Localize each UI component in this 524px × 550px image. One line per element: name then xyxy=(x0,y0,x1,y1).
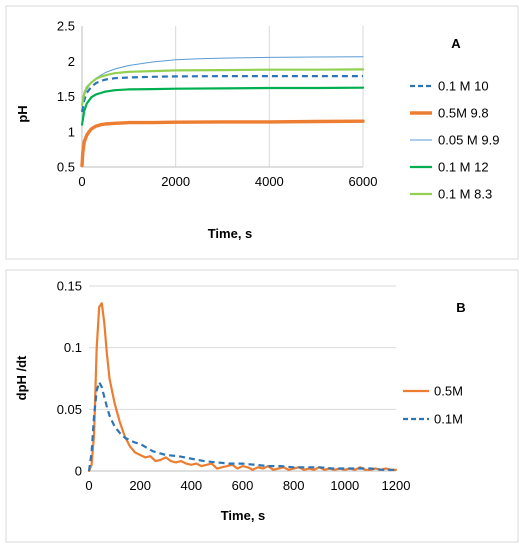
panel-a-series-line xyxy=(80,119,365,168)
panel-b-x-tick-label: 0 xyxy=(85,478,92,493)
panel-a-y-tick-label: 0.5 xyxy=(57,160,75,175)
panel-a-x-axis-label: Time, s xyxy=(208,226,253,241)
panel-b-x-axis-label: Time, s xyxy=(221,508,266,523)
panel-a-legend-label: 0.05 M 9.9 xyxy=(438,133,499,148)
panel-b-y-tick-label: 0.1 xyxy=(64,340,82,355)
panel-a-legend: 0.1 M 10 0.5M 9.8 0.05 M 9.9 0.1 M 12 0.1 M … xyxy=(410,79,499,202)
panel-b-x-tick-label: 600 xyxy=(232,478,254,493)
panel-a-x-tick-label: 0 xyxy=(78,174,85,189)
panel-b-letter: B xyxy=(456,300,465,315)
panel-a-x-tick-label: 2000 xyxy=(161,174,190,189)
panel-a-y-tick-label: 2 xyxy=(68,54,75,69)
panel-a-y-tick-label: 2.5 xyxy=(57,19,75,34)
panel-b-x-tick-label: 200 xyxy=(129,478,151,493)
panel-b-x-tick-label: 1000 xyxy=(330,478,359,493)
panel-a-legend-label: 0.1 M 8.3 xyxy=(438,187,492,202)
panel-a-grid xyxy=(81,26,364,168)
panel-a-frame xyxy=(5,5,519,260)
panel-a-series-line xyxy=(80,68,365,107)
panel-a-series-line xyxy=(80,86,365,126)
panel-b-y-tick-label: 0.05 xyxy=(57,402,82,417)
panel-b-series-group xyxy=(87,302,398,473)
panel-a-chart: 0 2000 4000 6000 0.5 1 1.5 2 2.5 Time, s pH A 0.… xyxy=(5,5,519,260)
panel-b-y-tick-label: 0.15 xyxy=(57,279,82,294)
panel-a-y-tick-label: 1 xyxy=(68,124,75,139)
panel-a-tick-labels: 0 2000 4000 6000 0.5 1 1.5 2 2.5 xyxy=(57,19,378,190)
panel-a-series-line xyxy=(80,74,363,113)
panel-a-x-tick-label: 4000 xyxy=(255,174,284,189)
panel-a-y-axis-label: pH xyxy=(15,105,30,122)
panel-b-legend: 0.5M 0.1M xyxy=(403,384,463,427)
panel-b-x-tick-label: 1200 xyxy=(382,478,411,493)
panel-b-legend-label: 0.1M xyxy=(434,412,463,427)
panel-a-series-group xyxy=(80,56,365,168)
panel-a-y-tick-label: 1.5 xyxy=(57,89,75,104)
panel-a-letter: A xyxy=(451,36,461,51)
panel-b-chart: 0 200 400 600 800 1000 1200 0 0.05 0.1 0.15 Time, … xyxy=(5,269,519,543)
panel-b-grid xyxy=(89,285,396,472)
panel-b-legend-label: 0.5M xyxy=(434,384,463,399)
panel-b-tick-labels: 0 200 400 600 800 1000 1200 0 0.05 0.1 0.15 xyxy=(57,279,411,494)
panel-a-x-tick-label: 6000 xyxy=(349,174,378,189)
panel-b-y-tick-label: 0 xyxy=(75,464,82,479)
panel-b-frame xyxy=(5,269,519,543)
panel-b-x-tick-label: 800 xyxy=(283,478,305,493)
panel-b-y-axis-label: dpH /dt xyxy=(14,355,29,400)
panel-a-legend-label: 0.1 M 10 xyxy=(438,79,489,94)
panel-b-x-tick-label: 400 xyxy=(180,478,202,493)
panel-b-series-line xyxy=(87,381,396,472)
panel-a-legend-label: 0.1 M 12 xyxy=(438,160,489,175)
panel-a-legend-label: 0.5M 9.8 xyxy=(438,106,489,121)
